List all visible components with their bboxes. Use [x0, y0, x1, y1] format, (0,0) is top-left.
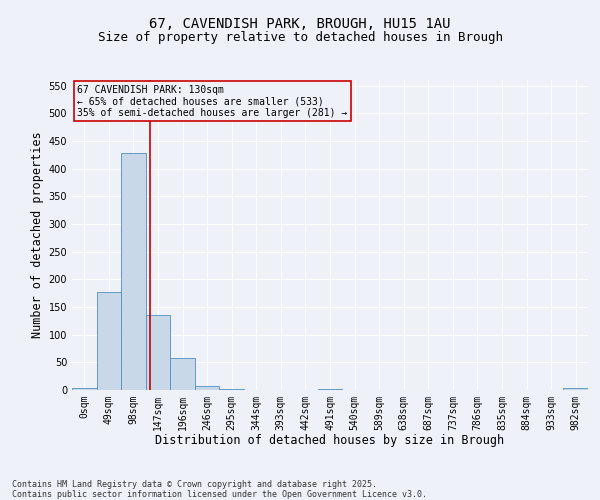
Bar [97, 292, 121, 390]
X-axis label: Distribution of detached houses by size in Brough: Distribution of detached houses by size … [155, 434, 505, 448]
Bar [146, 316, 170, 390]
Text: 67 CAVENDISH PARK: 130sqm
← 65% of detached houses are smaller (533)
35% of semi: 67 CAVENDISH PARK: 130sqm ← 65% of detac… [77, 84, 347, 118]
Y-axis label: Number of detached properties: Number of detached properties [31, 132, 44, 338]
Text: Size of property relative to detached houses in Brough: Size of property relative to detached ho… [97, 31, 503, 44]
Text: Contains HM Land Registry data © Crown copyright and database right 2025.
Contai: Contains HM Land Registry data © Crown c… [12, 480, 427, 499]
Bar [121, 153, 146, 390]
Bar [170, 358, 195, 390]
Text: 67, CAVENDISH PARK, BROUGH, HU15 1AU: 67, CAVENDISH PARK, BROUGH, HU15 1AU [149, 18, 451, 32]
Bar [195, 386, 220, 390]
Bar [563, 388, 588, 390]
Bar [72, 388, 97, 390]
